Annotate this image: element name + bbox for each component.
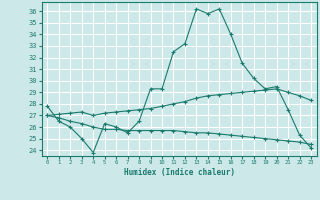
X-axis label: Humidex (Indice chaleur): Humidex (Indice chaleur)	[124, 168, 235, 177]
